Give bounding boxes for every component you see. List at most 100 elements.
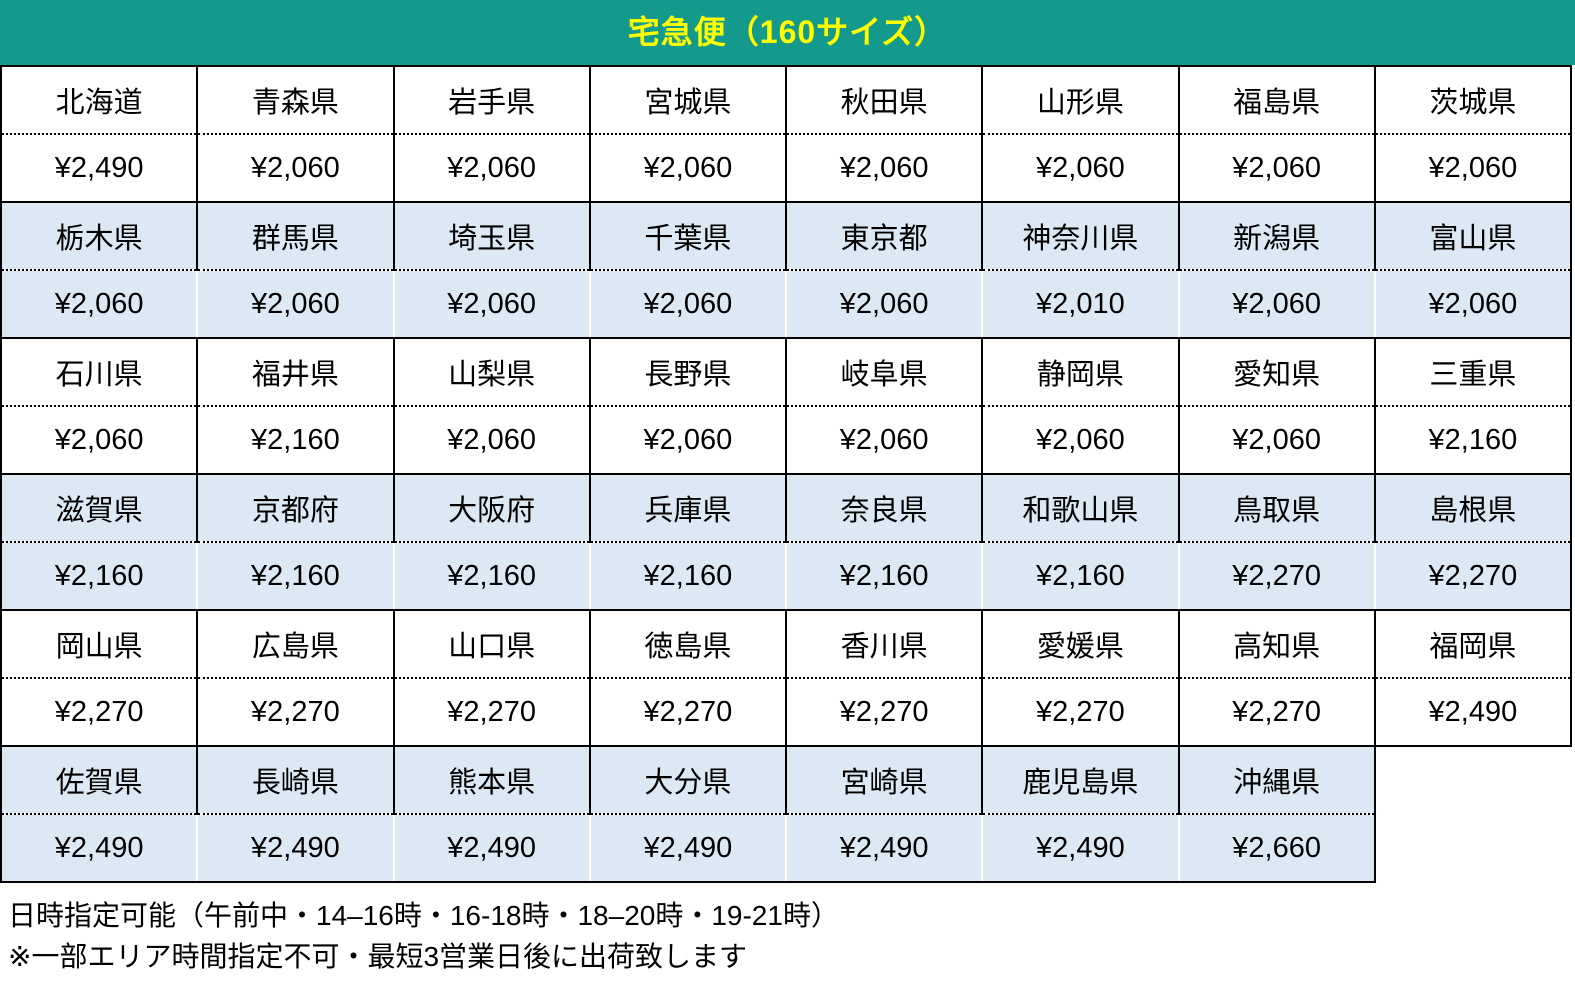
price-cell: ¥2,060 bbox=[0, 406, 199, 475]
prefecture-name-cell: 鳥取県 bbox=[1178, 473, 1376, 543]
price-cell: ¥2,270 bbox=[982, 678, 1180, 747]
price-cell: ¥2,270 bbox=[786, 678, 984, 747]
price-cell: ¥2,060 bbox=[1178, 406, 1376, 475]
price-cell: ¥2,060 bbox=[197, 134, 395, 203]
prefecture-name-cell: 埼玉県 bbox=[393, 201, 591, 271]
prefecture-name-cell: 長崎県 bbox=[197, 745, 395, 815]
price-cell: ¥2,490 bbox=[0, 134, 199, 203]
price-cell: ¥2,010 bbox=[982, 270, 1180, 339]
price-cell: ¥2,270 bbox=[0, 678, 199, 747]
prefecture-name-cell: 和歌山県 bbox=[982, 473, 1180, 543]
prefecture-name-cell: 岐阜県 bbox=[786, 337, 984, 407]
prefecture-name-cell: 香川県 bbox=[786, 609, 984, 679]
price-cell: ¥2,490 bbox=[786, 814, 984, 883]
price-table-body: 北海道 青森県 岩手県 宮城県 秋田県 山形県 福島県 茨城県 ¥2,490 ¥2,060 ¥2,0… bbox=[0, 65, 1573, 883]
price-cell: ¥2,160 bbox=[393, 542, 591, 611]
price-cell: ¥2,060 bbox=[786, 406, 984, 475]
prefecture-name-cell: 兵庫県 bbox=[589, 473, 788, 543]
price-cell: ¥2,270 bbox=[589, 678, 788, 747]
price-cell: ¥2,060 bbox=[982, 406, 1180, 475]
price-cell: ¥2,060 bbox=[393, 270, 591, 339]
price-cell: ¥2,160 bbox=[786, 542, 984, 611]
prefecture-name-cell: 東京都 bbox=[786, 201, 984, 271]
prefecture-name-cell: 石川県 bbox=[0, 337, 199, 407]
prefecture-name-cell: 茨城県 bbox=[1374, 65, 1573, 135]
note-delivery-time-options: 日時指定可能（午前中・14–16時・16-18時・18–20時・19-21時） bbox=[8, 900, 839, 931]
price-cell: ¥2,060 bbox=[1178, 134, 1376, 203]
prefecture-name-cell: 青森県 bbox=[197, 65, 395, 135]
note-area-restriction: ※一部エリア時間指定不可・最短3営業日後に出荷致します bbox=[8, 941, 748, 972]
prefecture-name-cell: 愛媛県 bbox=[982, 609, 1180, 679]
prefecture-name-cell: 秋田県 bbox=[786, 65, 984, 135]
price-cell: ¥2,160 bbox=[589, 542, 788, 611]
prefecture-name-cell: 群馬県 bbox=[197, 201, 395, 271]
price-cell: ¥2,060 bbox=[1178, 270, 1376, 339]
prefecture-name-cell: 福井県 bbox=[197, 337, 395, 407]
footnotes: 日時指定可能（午前中・14–16時・16-18時・18–20時・19-21時） … bbox=[0, 883, 1575, 977]
empty-cell bbox=[1374, 746, 1571, 814]
price-cell: ¥2,060 bbox=[589, 270, 788, 339]
price-cell: ¥2,490 bbox=[589, 814, 788, 883]
price-cell: ¥2,060 bbox=[786, 270, 984, 339]
price-cell: ¥2,490 bbox=[393, 814, 591, 883]
prefecture-name-cell: 岡山県 bbox=[0, 609, 199, 679]
prefecture-name-cell: 鹿児島県 bbox=[982, 745, 1180, 815]
price-cell: ¥2,060 bbox=[982, 134, 1180, 203]
prefecture-name-cell: 山梨県 bbox=[393, 337, 591, 407]
prefecture-name-cell: 徳島県 bbox=[589, 609, 788, 679]
prefecture-name-cell: 大分県 bbox=[589, 745, 788, 815]
price-cell: ¥2,160 bbox=[982, 542, 1180, 611]
prefecture-name-cell: 熊本県 bbox=[393, 745, 591, 815]
shipping-price-table: 北海道 青森県 岩手県 宮城県 秋田県 山形県 福島県 茨城県 ¥2,490 ¥2,060 ¥2,0… bbox=[0, 65, 1573, 883]
prefecture-name-cell: 佐賀県 bbox=[0, 745, 199, 815]
prefecture-name-cell: 宮崎県 bbox=[786, 745, 984, 815]
prefecture-name-cell: 富山県 bbox=[1374, 201, 1573, 271]
prefecture-name-cell: 沖縄県 bbox=[1178, 745, 1376, 815]
prefecture-name-cell: 三重県 bbox=[1374, 337, 1573, 407]
price-cell: ¥2,060 bbox=[589, 406, 788, 475]
prefecture-name-cell: 高知県 bbox=[1178, 609, 1376, 679]
price-cell: ¥2,160 bbox=[1374, 406, 1573, 475]
prefecture-name-cell: 滋賀県 bbox=[0, 473, 199, 543]
price-cell: ¥2,160 bbox=[0, 542, 199, 611]
empty-cell bbox=[1374, 814, 1571, 882]
prefecture-name-cell: 愛知県 bbox=[1178, 337, 1376, 407]
price-cell: ¥2,660 bbox=[1178, 814, 1376, 883]
price-cell: ¥2,490 bbox=[982, 814, 1180, 883]
prefecture-name-cell: 北海道 bbox=[0, 65, 199, 135]
price-cell: ¥2,490 bbox=[197, 814, 395, 883]
prefecture-name-cell: 山形県 bbox=[982, 65, 1180, 135]
price-cell: ¥2,060 bbox=[1374, 134, 1573, 203]
prefecture-name-cell: 宮城県 bbox=[589, 65, 788, 135]
prefecture-name-cell: 長野県 bbox=[589, 337, 788, 407]
prefecture-name-cell: 千葉県 bbox=[589, 201, 788, 271]
price-cell: ¥2,060 bbox=[786, 134, 984, 203]
prefecture-name-cell: 山口県 bbox=[393, 609, 591, 679]
price-cell: ¥2,270 bbox=[1374, 542, 1573, 611]
price-cell: ¥2,490 bbox=[0, 814, 199, 883]
price-cell: ¥2,060 bbox=[0, 270, 199, 339]
prefecture-name-cell: 福島県 bbox=[1178, 65, 1376, 135]
prefecture-name-cell: 京都府 bbox=[197, 473, 395, 543]
price-cell: ¥2,270 bbox=[1178, 678, 1376, 747]
prefecture-name-cell: 栃木県 bbox=[0, 201, 199, 271]
prefecture-name-cell: 岩手県 bbox=[393, 65, 591, 135]
price-cell: ¥2,060 bbox=[589, 134, 788, 203]
price-cell: ¥2,270 bbox=[393, 678, 591, 747]
price-cell: ¥2,490 bbox=[1374, 678, 1573, 747]
prefecture-name-cell: 島根県 bbox=[1374, 473, 1573, 543]
price-cell: ¥2,160 bbox=[197, 406, 395, 475]
prefecture-name-cell: 神奈川県 bbox=[982, 201, 1180, 271]
price-cell: ¥2,060 bbox=[393, 406, 591, 475]
price-cell: ¥2,060 bbox=[197, 270, 395, 339]
prefecture-name-cell: 広島県 bbox=[197, 609, 395, 679]
prefecture-name-cell: 奈良県 bbox=[786, 473, 984, 543]
prefecture-name-cell: 大阪府 bbox=[393, 473, 591, 543]
prefecture-name-cell: 福岡県 bbox=[1374, 609, 1573, 679]
prefecture-name-cell: 新潟県 bbox=[1178, 201, 1376, 271]
table-title: 宅急便（160サイズ） bbox=[0, 0, 1575, 65]
price-cell: ¥2,270 bbox=[197, 678, 395, 747]
price-cell: ¥2,060 bbox=[1374, 270, 1573, 339]
price-cell: ¥2,270 bbox=[1178, 542, 1376, 611]
